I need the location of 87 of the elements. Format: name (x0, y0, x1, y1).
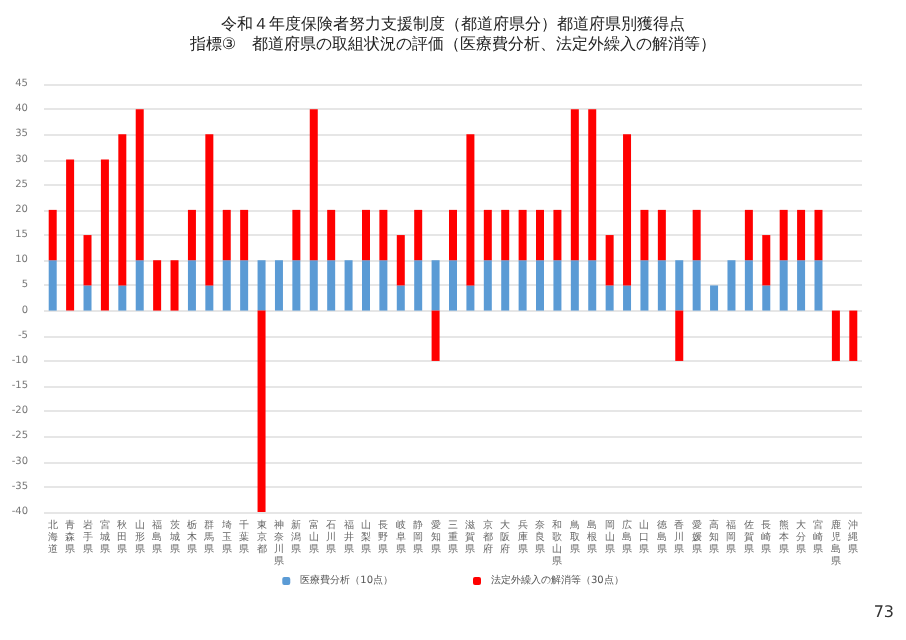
bar (309, 260, 318, 311)
bar (240, 209, 249, 261)
bar (762, 235, 771, 286)
text: 73 (873, 603, 895, 621)
bar (675, 310, 684, 361)
bar (292, 209, 301, 261)
bar (379, 260, 388, 311)
bar (501, 260, 510, 311)
bar (675, 260, 684, 311)
bar (727, 260, 736, 311)
bar (309, 109, 318, 261)
bar (518, 260, 527, 311)
bar (518, 209, 527, 261)
bar (205, 134, 214, 286)
bar (605, 285, 614, 311)
bar (553, 209, 562, 261)
bar (588, 109, 597, 261)
bar (588, 260, 597, 311)
bar (744, 209, 753, 261)
bar (274, 260, 283, 311)
bar (814, 209, 823, 261)
bar (570, 109, 579, 261)
bar (657, 260, 666, 311)
bar (466, 134, 475, 286)
bar (361, 209, 370, 261)
bar (344, 260, 353, 311)
bar (170, 260, 179, 311)
bar (135, 260, 144, 311)
bar (483, 260, 492, 311)
bar (605, 235, 614, 286)
bar (414, 260, 423, 311)
bar (83, 285, 92, 311)
bar (553, 260, 562, 311)
bar (240, 260, 249, 311)
bar (779, 209, 788, 261)
bar (327, 260, 336, 311)
bar (153, 260, 162, 311)
bar (327, 209, 336, 261)
bar (449, 209, 457, 261)
bar (449, 260, 457, 311)
bar (361, 260, 370, 311)
bar (483, 209, 492, 261)
bar (640, 260, 649, 311)
bar (762, 285, 771, 311)
bar (623, 134, 632, 286)
bar (710, 285, 719, 311)
bar (379, 209, 388, 261)
bar (100, 159, 109, 311)
bar (623, 285, 632, 311)
bar (48, 209, 57, 261)
bar (222, 260, 231, 311)
bar (570, 260, 579, 311)
bar (396, 285, 405, 311)
bar (66, 159, 75, 311)
bar (431, 310, 440, 361)
bar (414, 209, 423, 261)
chart-subtitle: 指標③ 都道府県の取組状況の評価（医療費分析、法定外繰入の解消等） (187, 35, 717, 53)
bar (292, 260, 301, 311)
bar (257, 310, 266, 512)
bar (83, 235, 92, 286)
bar (396, 235, 405, 286)
bar (466, 285, 475, 311)
bar (431, 260, 440, 311)
bar (797, 260, 806, 311)
bar (849, 310, 858, 361)
bar (797, 209, 806, 261)
bar (187, 209, 196, 261)
bar (118, 285, 127, 311)
bar (118, 134, 127, 286)
bar (640, 209, 649, 261)
bar (536, 260, 545, 311)
bar (257, 260, 266, 311)
chart-title: 令和４年度保険者努力支援制度（都道府県分）都道府県別獲得点 (221, 15, 685, 33)
bar (692, 260, 701, 311)
bar (135, 109, 144, 261)
bar (814, 260, 823, 311)
bar (692, 209, 701, 261)
bar (205, 285, 214, 311)
bar (744, 260, 753, 311)
bar (657, 209, 666, 261)
bar (187, 260, 196, 311)
bar (536, 209, 545, 261)
bar (501, 209, 510, 261)
bar (831, 310, 840, 361)
bar (779, 260, 788, 311)
bar (222, 209, 231, 261)
bar (48, 260, 57, 311)
